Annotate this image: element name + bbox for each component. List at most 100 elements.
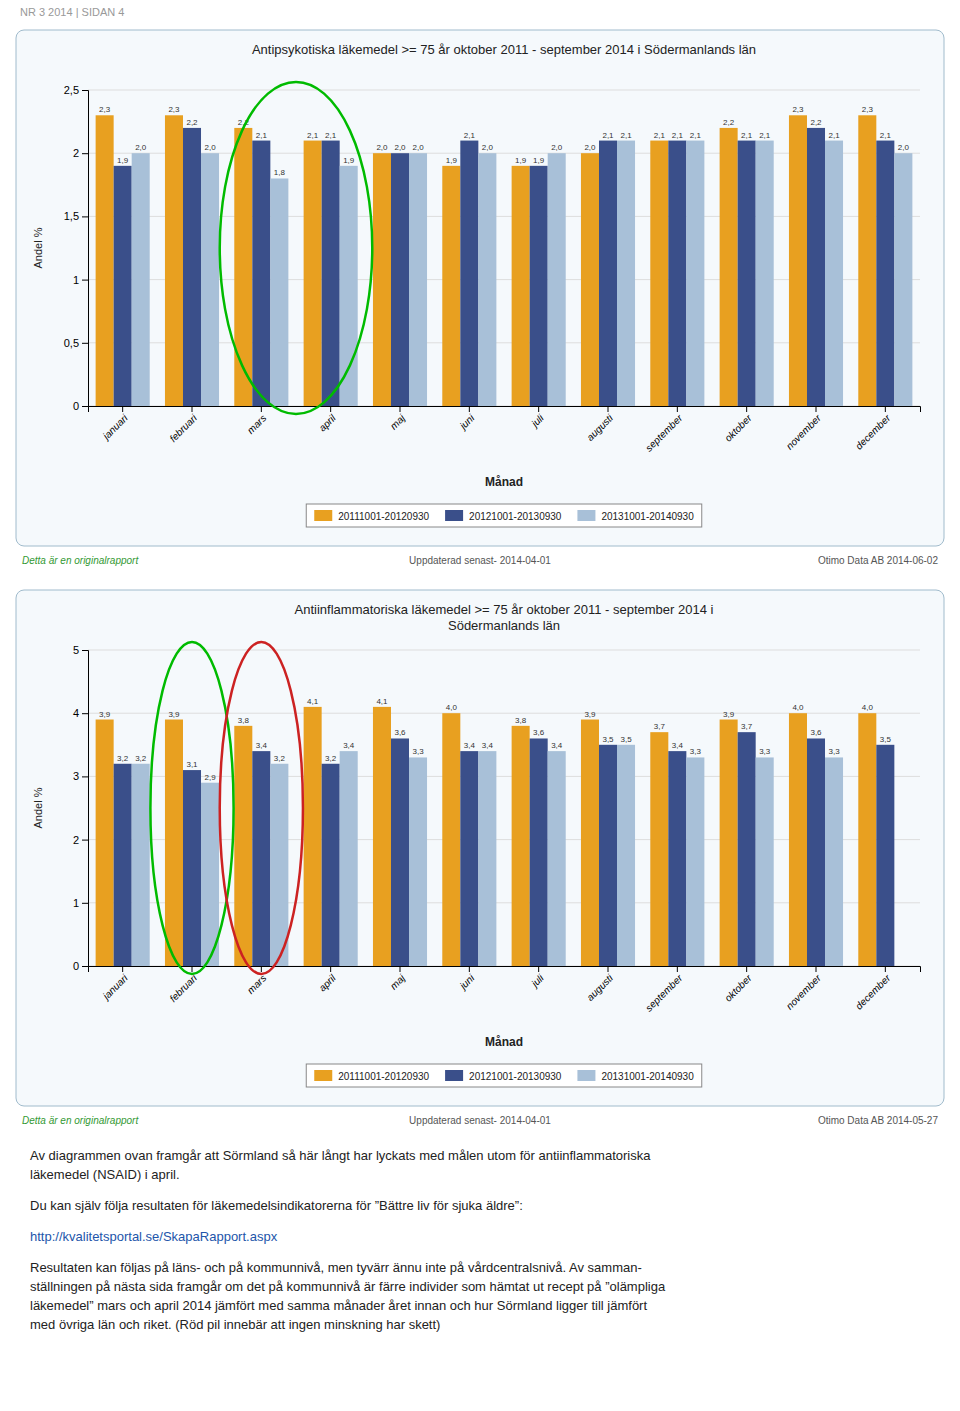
data-label: 2,0 <box>376 143 388 152</box>
y-tick-mark <box>82 406 88 407</box>
x-tick: augusti <box>584 966 615 1003</box>
data-label: 2,1 <box>256 131 268 140</box>
x-tick-mark <box>746 406 747 412</box>
bar <box>617 745 635 966</box>
bar <box>876 141 894 406</box>
legend-item: 20111001-20120930 <box>314 1070 429 1082</box>
data-label: 3,2 <box>325 754 337 763</box>
data-label: 3,4 <box>464 741 476 750</box>
data-label: 3,2 <box>135 754 147 763</box>
data-label: 2,0 <box>551 143 563 152</box>
y-tick-mark <box>82 966 88 967</box>
x-axis-line <box>89 407 921 413</box>
data-label: 3,5 <box>880 735 892 744</box>
x-axis-title: Månad <box>485 475 523 489</box>
data-label: 3,6 <box>394 728 406 737</box>
x-tick-label: mars <box>245 412 269 436</box>
data-label: 3,8 <box>238 716 250 725</box>
y-axis: 012345 <box>73 644 89 972</box>
x-tick: december <box>853 966 893 1012</box>
bar <box>530 738 548 966</box>
bars <box>96 115 913 406</box>
x-tick-label: juni <box>456 412 477 433</box>
legend-item: 20131001-20140930 <box>577 510 694 522</box>
bar <box>789 115 807 406</box>
chart-title: Antiinflammatoriska läkemedel >= 75 år o… <box>295 602 714 633</box>
y-tick: 2,5 <box>64 84 88 96</box>
x-tick-mark <box>538 406 539 412</box>
x-tick-mark <box>608 966 609 972</box>
x-tick: december <box>853 406 893 452</box>
bar <box>650 732 668 966</box>
bar <box>183 128 201 406</box>
bar <box>391 738 409 966</box>
x-tick-mark <box>885 406 886 412</box>
bar <box>340 751 358 966</box>
bar <box>894 153 912 406</box>
y-tick-label: 0,5 <box>64 337 79 349</box>
legend-frame <box>306 1064 702 1087</box>
bar <box>270 178 288 406</box>
footer-note: Otimo Data AB 2014-06-02 <box>818 555 939 566</box>
data-label: 3,3 <box>828 747 840 756</box>
bar <box>460 141 478 406</box>
x-tick: september <box>643 966 685 1014</box>
chart-title-line: Södermanlands län <box>448 618 560 633</box>
data-label: 2,1 <box>759 131 771 140</box>
data-label: 2,1 <box>828 131 840 140</box>
legend-item: 20111001-20120930 <box>314 510 429 522</box>
data-label: 1,9 <box>515 156 527 165</box>
y-tick-label: 0 <box>73 400 79 412</box>
data-label: 3,4 <box>551 741 563 750</box>
data-label: 2,1 <box>690 131 702 140</box>
footer-note: Otimo Data AB 2014-05-27 <box>818 1115 939 1126</box>
y-tick-label: 2 <box>73 834 79 846</box>
y-tick: 1,5 <box>64 210 88 222</box>
data-label: 4,0 <box>792 703 804 712</box>
x-axis: januarifebruarimarsaprilmajjunijuliaugus… <box>89 406 921 454</box>
legend-swatch <box>577 510 595 521</box>
bar <box>234 726 252 966</box>
data-label: 1,8 <box>274 168 286 177</box>
x-tick-label: december <box>853 412 893 452</box>
bar <box>96 115 114 406</box>
x-tick: maj <box>388 406 408 432</box>
x-tick-mark <box>400 966 401 972</box>
data-label: 1,9 <box>117 156 129 165</box>
data-label: 2,9 <box>204 773 216 782</box>
x-tick-label: september <box>643 412 685 454</box>
x-tick: mars <box>245 966 269 996</box>
bar <box>252 751 270 966</box>
x-tick-label: januari <box>99 412 130 443</box>
data-label: 3,7 <box>654 722 666 731</box>
data-label: 3,9 <box>723 710 735 719</box>
bar <box>512 726 530 966</box>
bar <box>548 153 566 406</box>
footer-note: Uppdaterad senast- 2014-04-01 <box>409 555 551 566</box>
bar <box>876 745 894 966</box>
bar <box>686 141 704 406</box>
x-tick: januari <box>99 966 130 1003</box>
y-tick-label: 0 <box>73 960 79 972</box>
footer-note: Uppdaterad senast- 2014-04-01 <box>409 1115 551 1126</box>
x-axis: januarifebruarimarsaprilmajjunijuliaugus… <box>89 966 921 1014</box>
y-tick-mark <box>82 776 88 777</box>
bar <box>234 128 252 406</box>
x-tick: oktober <box>722 406 754 444</box>
legend-swatch <box>445 510 463 521</box>
bar <box>617 141 635 406</box>
x-axis-title: Månad <box>485 1035 523 1049</box>
x-tick-label: oktober <box>722 412 754 444</box>
x-tick-label: april <box>317 412 339 434</box>
x-tick-label: maj <box>388 412 408 432</box>
bar <box>825 757 843 966</box>
bar <box>132 153 150 406</box>
data-label: 4,0 <box>446 703 458 712</box>
legend-frame <box>306 504 702 527</box>
bar <box>720 128 738 406</box>
chart-panel <box>16 590 944 1106</box>
data-label: 3,9 <box>584 710 596 719</box>
x-tick-label: februari <box>167 412 199 444</box>
y-tick: 2 <box>73 147 88 159</box>
y-axis-title: Andel % <box>32 787 44 828</box>
